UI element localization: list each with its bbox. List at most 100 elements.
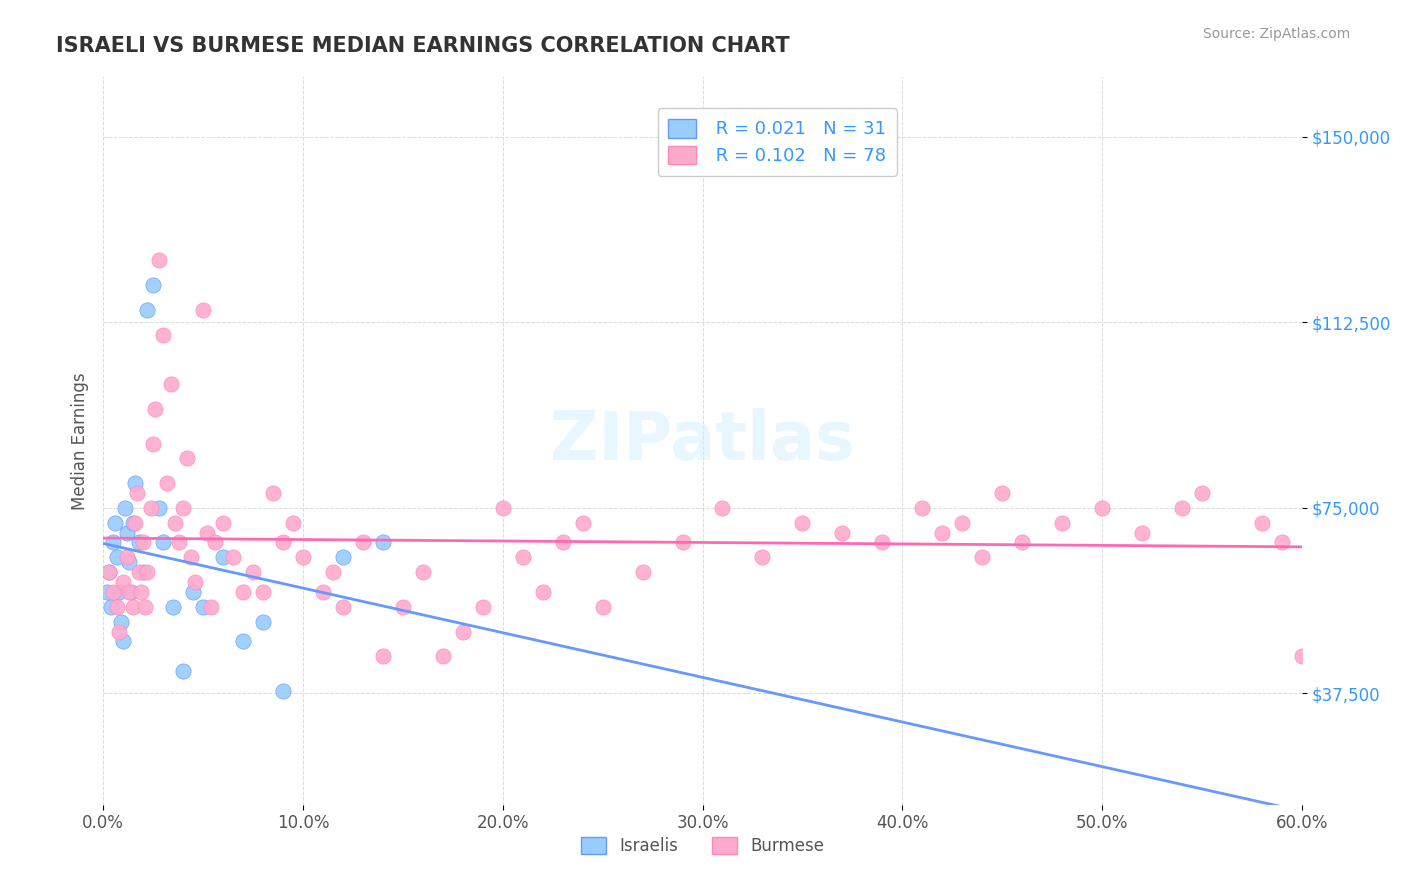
Y-axis label: Median Earnings: Median Earnings — [72, 372, 89, 510]
Point — [127, 486, 149, 500]
Text: ZIPatlas: ZIPatlas — [550, 408, 855, 474]
Point — [148, 253, 170, 268]
Point — [115, 550, 138, 565]
Point — [471, 599, 494, 614]
Point — [751, 550, 773, 565]
Point — [1251, 516, 1274, 530]
Point — [120, 585, 142, 599]
Point — [291, 550, 314, 565]
Point — [129, 585, 152, 599]
Point — [371, 649, 394, 664]
Point — [322, 565, 344, 579]
Point — [108, 624, 131, 639]
Point — [252, 615, 274, 629]
Point — [551, 535, 574, 549]
Point — [200, 599, 222, 614]
Point — [162, 599, 184, 614]
Point — [1011, 535, 1033, 549]
Point — [142, 278, 165, 293]
Point — [531, 585, 554, 599]
Point — [1291, 649, 1313, 664]
Point — [115, 525, 138, 540]
Point — [184, 575, 207, 590]
Point — [631, 565, 654, 579]
Point — [100, 599, 122, 614]
Point — [271, 535, 294, 549]
Point — [792, 516, 814, 530]
Point — [191, 302, 214, 317]
Point — [972, 550, 994, 565]
Point — [831, 525, 853, 540]
Point — [96, 585, 118, 599]
Point — [332, 599, 354, 614]
Point — [136, 302, 159, 317]
Point — [118, 555, 141, 569]
Point — [281, 516, 304, 530]
Point — [143, 401, 166, 416]
Point — [711, 500, 734, 515]
Point — [332, 550, 354, 565]
Point — [271, 684, 294, 698]
Point — [165, 516, 187, 530]
Point — [432, 649, 454, 664]
Point — [132, 565, 155, 579]
Point — [110, 615, 132, 629]
Point — [262, 486, 284, 500]
Point — [181, 585, 204, 599]
Point — [412, 565, 434, 579]
Point — [195, 525, 218, 540]
Point — [671, 535, 693, 549]
Point — [112, 575, 135, 590]
Point — [122, 516, 145, 530]
Point — [172, 500, 194, 515]
Point — [139, 500, 162, 515]
Point — [128, 565, 150, 579]
Point — [991, 486, 1014, 500]
Point — [212, 550, 235, 565]
Point — [160, 377, 183, 392]
Point — [242, 565, 264, 579]
Point — [124, 516, 146, 530]
Point — [571, 516, 593, 530]
Point — [101, 585, 124, 599]
Point — [112, 634, 135, 648]
Point — [1130, 525, 1153, 540]
Point — [124, 476, 146, 491]
Point — [1271, 535, 1294, 549]
Point — [132, 535, 155, 549]
Point — [128, 535, 150, 549]
Point — [872, 535, 894, 549]
Point — [492, 500, 515, 515]
Point — [98, 565, 121, 579]
Point — [931, 525, 953, 540]
Point — [312, 585, 335, 599]
Point — [172, 664, 194, 678]
Point — [134, 599, 156, 614]
Point — [222, 550, 245, 565]
Point — [392, 599, 415, 614]
Point — [148, 500, 170, 515]
Point — [451, 624, 474, 639]
Point — [1191, 486, 1213, 500]
Point — [104, 516, 127, 530]
Point — [108, 585, 131, 599]
Legend:  R = 0.021   N = 31,  R = 0.102   N = 78: R = 0.021 N = 31, R = 0.102 N = 78 — [658, 108, 897, 176]
Point — [232, 585, 254, 599]
Point — [167, 535, 190, 549]
Point — [142, 436, 165, 450]
Point — [114, 500, 136, 515]
Text: Source: ZipAtlas.com: Source: ZipAtlas.com — [1202, 27, 1350, 41]
Point — [1050, 516, 1073, 530]
Point — [105, 550, 128, 565]
Point — [98, 565, 121, 579]
Point — [592, 599, 614, 614]
Point — [191, 599, 214, 614]
Point — [118, 585, 141, 599]
Point — [136, 565, 159, 579]
Point — [152, 535, 174, 549]
Point — [252, 585, 274, 599]
Point — [156, 476, 179, 491]
Point — [101, 535, 124, 549]
Point — [180, 550, 202, 565]
Point — [950, 516, 973, 530]
